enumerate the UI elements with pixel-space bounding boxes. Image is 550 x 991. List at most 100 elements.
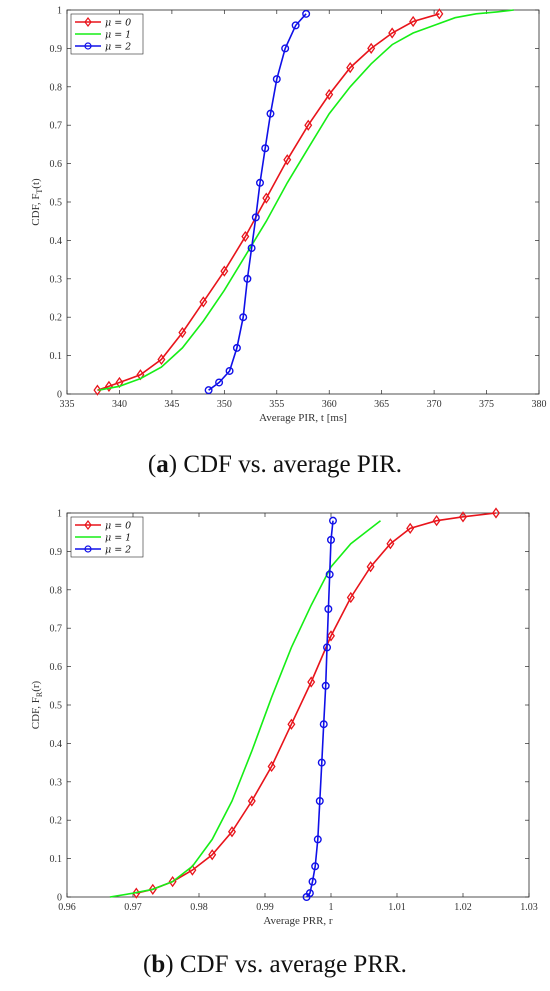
y-tick-label: 0.4 (50, 236, 63, 247)
circle-marker (313, 835, 322, 844)
chart-a: 335 340 345 350 355 360 365 370 375 380 0 0.1 0.2 0.3… (30, 6, 547, 425)
diamond-marker (307, 676, 316, 688)
y-tick-label: 0.3 (50, 274, 63, 285)
circle-marker (317, 758, 326, 767)
diamond-marker (93, 384, 102, 396)
legend-label-2: μ = 2 (105, 545, 131, 556)
y-tick-label: 0.8 (50, 585, 63, 596)
diamond-marker (199, 296, 208, 308)
diamond-marker (287, 718, 296, 730)
caption-b-label: b (151, 951, 166, 978)
chart-b: 0.96 0.97 0.98 0.99 1 1.01 1.02 1.03 0 0.1 0.2 0.3 0… (30, 507, 538, 927)
circle-marker (308, 877, 317, 886)
y-tick-label: 0 (57, 893, 62, 904)
caption-a-label: a (156, 451, 169, 478)
diamond-marker (367, 42, 376, 55)
diamond-marker (388, 27, 397, 39)
circle-marker (247, 244, 256, 253)
circle-marker (302, 9, 311, 18)
circle-marker (243, 274, 252, 283)
x-tick-label: 380 (532, 399, 547, 410)
y-tick-label: 0.9 (50, 547, 63, 558)
circle-marker (261, 144, 270, 153)
diamond-marker (406, 522, 415, 534)
x-tick-label: 370 (427, 399, 442, 410)
x-tick-label: 1.03 (520, 902, 538, 913)
circle-marker (321, 681, 330, 690)
diamond-marker (435, 8, 444, 20)
series-line-1 (98, 9, 514, 391)
circle-marker (255, 178, 264, 187)
y-tick-label: 0.6 (50, 159, 63, 170)
legend-marker-0 (84, 520, 92, 530)
diamond-marker (386, 538, 395, 550)
legend-marker-0 (84, 17, 92, 27)
x-tick-label: 355 (269, 399, 284, 410)
caption-a-text: CDF vs. average PIR. (177, 451, 403, 478)
x-tick-label: 0.96 (58, 902, 76, 913)
y-tick-label: 0.1 (50, 351, 63, 362)
y-tick-label: 0.9 (50, 44, 63, 55)
circle-marker (204, 386, 213, 395)
diamond-marker (104, 380, 113, 392)
caption-b-text: CDF vs. average PRR. (173, 951, 407, 978)
y-tick-label: 0.7 (50, 121, 63, 132)
x-tick-label: 0.99 (256, 902, 274, 913)
circle-marker (232, 343, 241, 352)
y-tick-label: 1 (57, 509, 62, 520)
legend-label-0: μ = 0 (105, 521, 131, 532)
x-tick-label: 350 (217, 399, 232, 410)
x-tick-label: 1.01 (388, 902, 406, 913)
diamond-marker (346, 591, 355, 604)
y-tick-label: 0 (57, 390, 62, 401)
y-tick-label: 0.1 (50, 854, 63, 865)
y-tick-label: 0.5 (50, 701, 63, 712)
diamond-marker (327, 630, 335, 642)
x-tick-label: 0.98 (190, 902, 208, 913)
circle-marker (325, 570, 334, 579)
circle-marker (225, 366, 234, 375)
diamond-marker (409, 15, 418, 28)
diamond-marker (492, 507, 500, 519)
diamond-marker (304, 119, 313, 131)
circle-marker (239, 313, 248, 322)
plot-area-0 (66, 9, 540, 395)
y-tick-label: 0.7 (50, 624, 63, 635)
diamond-marker (241, 230, 250, 243)
circle-marker (323, 643, 332, 652)
diamond-marker (346, 61, 355, 74)
diamond-marker (325, 88, 334, 101)
circle-marker (305, 889, 314, 898)
diamond-marker (262, 192, 271, 204)
y-tick-label: 0.2 (50, 816, 63, 827)
circle-marker (315, 797, 324, 806)
series-line-2 (208, 13, 307, 391)
x-tick-label: 340 (112, 399, 127, 410)
diamond-marker (459, 511, 467, 523)
y-tick-label: 1 (57, 6, 62, 17)
y-tick-label: 0.3 (50, 777, 63, 788)
diamond-marker (366, 561, 375, 573)
chart-panel-b: 0.96 0.97 0.98 0.99 1 1.01 1.02 1.03 0 0.1 0.2 0.3 0… (0, 496, 550, 991)
legend-label-2: μ = 2 (105, 42, 131, 53)
diamond-marker (283, 154, 292, 166)
circle-marker (272, 75, 281, 84)
y-tick-label: 0.8 (50, 82, 63, 93)
diamond-marker (228, 826, 236, 838)
x-tick-label: 335 (60, 399, 75, 410)
diamond-marker (220, 265, 229, 277)
diamond-marker (267, 760, 276, 773)
x-tick-label: 345 (164, 399, 179, 410)
x-tick-label: 375 (479, 399, 494, 410)
y-tick-label: 0.2 (50, 313, 63, 324)
x-axis-label: Average PRR, r (263, 915, 332, 927)
plot-area-1 (66, 512, 530, 898)
y-axis-label: CDF, FT(t) (30, 178, 44, 226)
circle-marker (251, 213, 260, 222)
caption-b: (b) CDF vs. average PRR. (143, 951, 407, 978)
x-axis-label: Average PIR, t [ms] (259, 412, 347, 424)
series-line-0 (136, 512, 497, 894)
y-tick-label: 0.4 (50, 739, 63, 750)
x-tick-label: 1.02 (454, 902, 472, 913)
y-tick-label: 0.6 (50, 662, 63, 673)
